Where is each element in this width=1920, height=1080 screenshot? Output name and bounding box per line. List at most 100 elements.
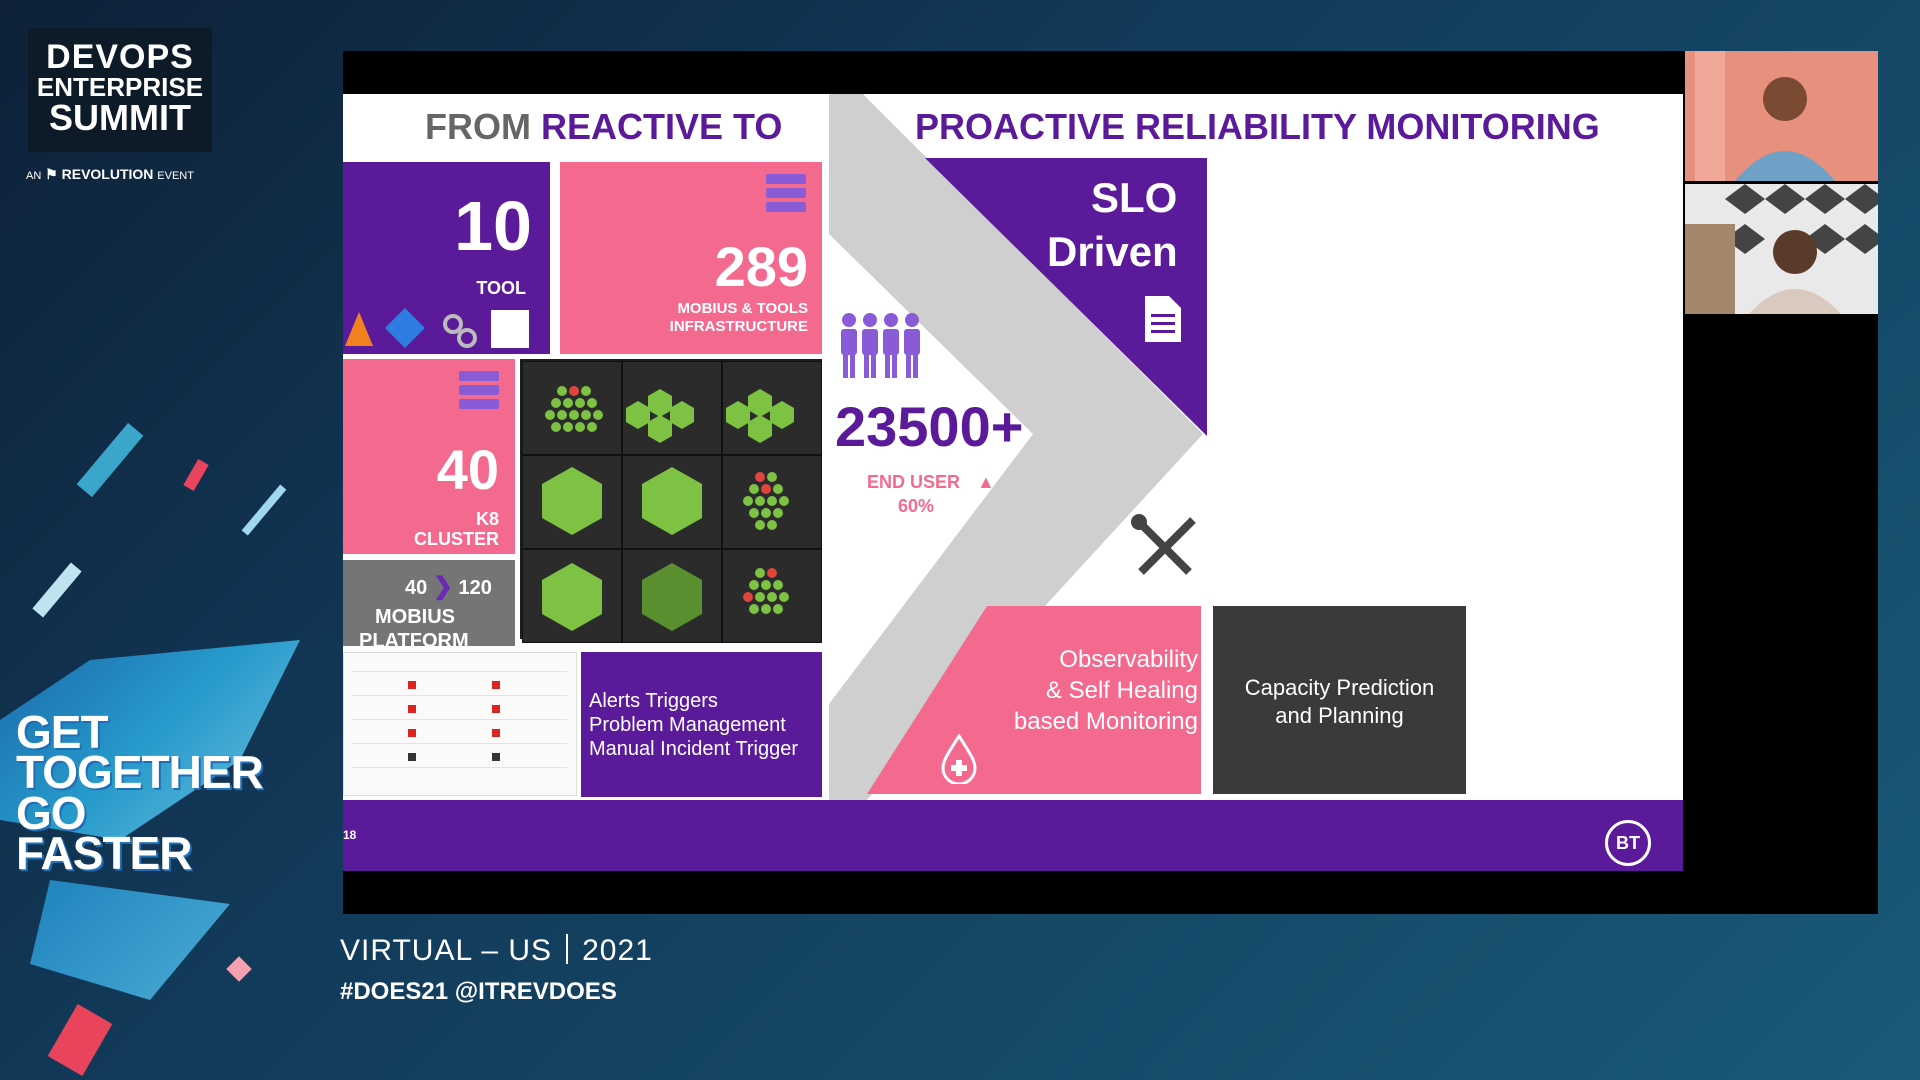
observability-line: & Self Healing [1045, 677, 1198, 705]
document-icon [1145, 296, 1181, 342]
capacity-tile: Capacity Prediction and Planning [1213, 606, 1466, 794]
tagline-line: GO [16, 786, 87, 839]
observability-line: based Monitoring [1013, 708, 1198, 736]
users-growth: 60% [898, 496, 935, 516]
wrench-screwdriver-icon [1131, 514, 1196, 575]
participant-video-1[interactable] [1685, 51, 1878, 181]
server-icon [766, 174, 806, 212]
tagline: GET TOGETHER GO FASTER [16, 706, 264, 880]
users-label-text: END USER [867, 472, 961, 492]
participant-video-2[interactable] [1685, 184, 1878, 314]
event-region: VIRTUAL – US [340, 934, 553, 967]
revolution-prefix: AN [26, 170, 42, 182]
table-row [352, 743, 567, 744]
k8-label-1: K8 [475, 509, 499, 529]
platform-label-1: MOBIUS [375, 606, 455, 628]
dashboard-cell [522, 361, 622, 455]
slo-line2: Driven [1047, 228, 1178, 275]
bg-shard [47, 1004, 113, 1076]
table-row [352, 695, 567, 696]
platform-growth: 40 ❯ 120 [405, 572, 492, 601]
hexagon-dashboard [520, 359, 822, 643]
logo-line-1: DEVOPS [46, 38, 194, 76]
users-count: 23500+ [835, 395, 1024, 458]
infrastructure-tile: 289 MOBIUS & TOOLS INFRASTRUCTURE [560, 162, 822, 354]
header-right: PROACTIVE RELIABILITY MONITORING [915, 106, 1600, 147]
revolution-icon: ⚑ [45, 166, 58, 182]
k8-label-2: CLUSTER [414, 529, 499, 549]
infra-label-2: INFRASTRUCTURE [669, 318, 808, 335]
slide-footer: 18 BT [343, 800, 1683, 871]
presentation-slide: FROM REACTIVE TO PROACTIVE RELIABILITY M… [343, 94, 1683, 871]
hexagon-grid-icon [542, 386, 794, 631]
slo-line1: SLO [1091, 174, 1178, 221]
revolution-suffix: EVENT [157, 170, 194, 182]
chevron-right-icon: ❯ [432, 573, 453, 600]
bg-shard [183, 459, 209, 491]
bg-shard [241, 484, 287, 536]
hashtags: #DOES21 @ITREVDOES [340, 978, 617, 1005]
event-info: VIRTUAL – US 2021 [340, 934, 653, 968]
people-icon [841, 313, 920, 378]
infra-label-1: MOBIUS & TOOLS [677, 300, 808, 317]
platform-from: 40 [405, 577, 428, 599]
incident-table-thumbnail [343, 652, 577, 796]
status-marker [408, 729, 416, 737]
status-marker [492, 729, 500, 737]
header-left: FROM REACTIVE TO [425, 106, 782, 148]
divider [566, 934, 569, 964]
table-row [352, 767, 567, 768]
logo-line-2: ENTERPRISE [36, 72, 204, 102]
k8-count: 40 [436, 438, 499, 501]
blood-drop-icon [941, 734, 977, 784]
table-row [352, 719, 567, 720]
observability-line: Observability [1059, 646, 1198, 673]
bg-shard [32, 562, 82, 618]
status-marker [492, 705, 500, 713]
table-row [352, 671, 567, 672]
platform-to: 120 [458, 577, 492, 599]
event-year: 2021 [582, 934, 653, 967]
users-label: END USER ▲ [867, 472, 995, 493]
status-marker [492, 753, 500, 761]
tool-count: 10 [454, 187, 532, 265]
alerts-line: Manual Incident Trigger [589, 738, 799, 760]
capacity-line: and Planning [1275, 702, 1404, 728]
status-marker [408, 705, 416, 713]
chevron-arrow [829, 94, 1203, 814]
tool-label: TOOL [476, 278, 526, 298]
tagline-line: GET [16, 706, 109, 758]
bg-shard [76, 422, 144, 498]
bg-shard [30, 880, 230, 1000]
slide-number: 18 [343, 828, 357, 842]
alerts-line: Alerts Triggers [589, 690, 718, 712]
capacity-line: Capacity Prediction [1244, 675, 1435, 700]
person-silhouette-icon [1685, 184, 1878, 314]
logo-line-3: SUMMIT [49, 97, 191, 138]
tagline-line: TOGETHER [16, 746, 264, 799]
alerts-tile: Alerts Triggers Problem Management Manua… [581, 652, 822, 797]
observability-text: Observability & Self Healing based Monit… [943, 644, 1198, 738]
tool-tile: 10 TOOL [343, 162, 550, 354]
k8-tile: 40 K8 CLUSTER [343, 359, 515, 554]
tool-logos-icon [345, 308, 529, 348]
platform-label-2: PLATFORM [359, 630, 469, 646]
bt-logo: BT [1605, 820, 1651, 866]
slo-tile-shape [925, 158, 1207, 436]
bg-shard [226, 956, 252, 982]
status-marker [492, 681, 500, 689]
tagline-line: FASTER [16, 827, 192, 880]
summit-logo: DEVOPS ENTERPRISE SUMMIT [28, 28, 212, 152]
status-marker [408, 753, 416, 761]
infra-count: 289 [714, 235, 808, 298]
revolution-badge: AN ⚑ REVOLUTION EVENT [26, 166, 194, 183]
person-silhouette-icon [1685, 51, 1878, 181]
triangle-up-icon: ▲ [977, 472, 995, 492]
header-from: FROM [425, 106, 531, 147]
revolution-name: REVOLUTION [61, 166, 154, 182]
header-reactive: REACTIVE TO [541, 106, 783, 147]
server-icon [459, 371, 499, 409]
platform-tile: 40 ❯ 120 MOBIUS PLATFORM [343, 560, 515, 646]
status-marker [408, 681, 416, 689]
alerts-line: Problem Management [589, 714, 786, 736]
